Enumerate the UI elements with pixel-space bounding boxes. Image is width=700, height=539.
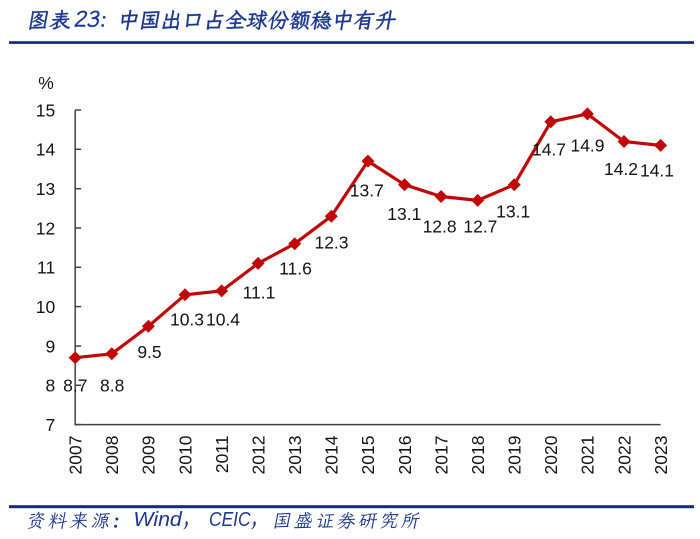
svg-text:13.1: 13.1 [496, 202, 530, 222]
svg-text:12.3: 12.3 [314, 233, 348, 253]
svg-text:2014: 2014 [322, 435, 342, 474]
svg-text:2023: 2023 [651, 436, 671, 475]
svg-text:2008: 2008 [102, 436, 122, 475]
svg-text:8.7: 8.7 [63, 375, 87, 395]
svg-text:2019: 2019 [505, 436, 525, 475]
svg-text:12.8: 12.8 [423, 217, 457, 237]
svg-text:12: 12 [36, 218, 55, 238]
svg-text:2009: 2009 [139, 436, 159, 475]
svg-text:2017: 2017 [431, 436, 451, 475]
svg-text:2018: 2018 [468, 436, 488, 475]
svg-text:11.1: 11.1 [243, 282, 276, 302]
svg-text:12.7: 12.7 [463, 217, 497, 237]
svg-text:14.2: 14.2 [604, 159, 638, 179]
svg-text:15: 15 [36, 100, 55, 120]
svg-text:8: 8 [45, 376, 55, 396]
svg-text:7: 7 [45, 415, 55, 435]
svg-text:9: 9 [45, 336, 55, 356]
svg-text:2011: 2011 [212, 436, 232, 474]
svg-text:2015: 2015 [358, 436, 378, 475]
svg-text:8.8: 8.8 [100, 375, 124, 395]
svg-text:%: % [38, 73, 54, 93]
svg-text:11: 11 [37, 258, 55, 278]
svg-text:2007: 2007 [66, 436, 86, 475]
svg-text:14.7: 14.7 [532, 140, 566, 160]
svg-text:2021: 2021 [578, 436, 598, 475]
svg-text:13.1: 13.1 [387, 204, 421, 224]
svg-text:2022: 2022 [614, 436, 634, 475]
svg-text:2013: 2013 [285, 436, 305, 475]
svg-text:2012: 2012 [248, 436, 268, 475]
svg-text:2020: 2020 [541, 435, 561, 474]
svg-text:13: 13 [36, 179, 55, 199]
svg-text:14.9: 14.9 [570, 135, 604, 155]
svg-text:10: 10 [36, 297, 56, 317]
svg-text:9.5: 9.5 [137, 342, 161, 362]
svg-text:Wind: Wind [133, 509, 182, 531]
svg-text:10.4: 10.4 [206, 310, 240, 330]
svg-text:2010: 2010 [175, 435, 195, 474]
svg-text:11.6: 11.6 [279, 259, 312, 279]
svg-text:CEIC: CEIC [209, 509, 251, 531]
svg-text:2016: 2016 [395, 436, 415, 475]
svg-text:14.1: 14.1 [640, 161, 674, 181]
svg-text:14: 14 [36, 140, 56, 160]
svg-text:13.7: 13.7 [350, 180, 384, 200]
svg-text:10.3: 10.3 [170, 310, 204, 330]
